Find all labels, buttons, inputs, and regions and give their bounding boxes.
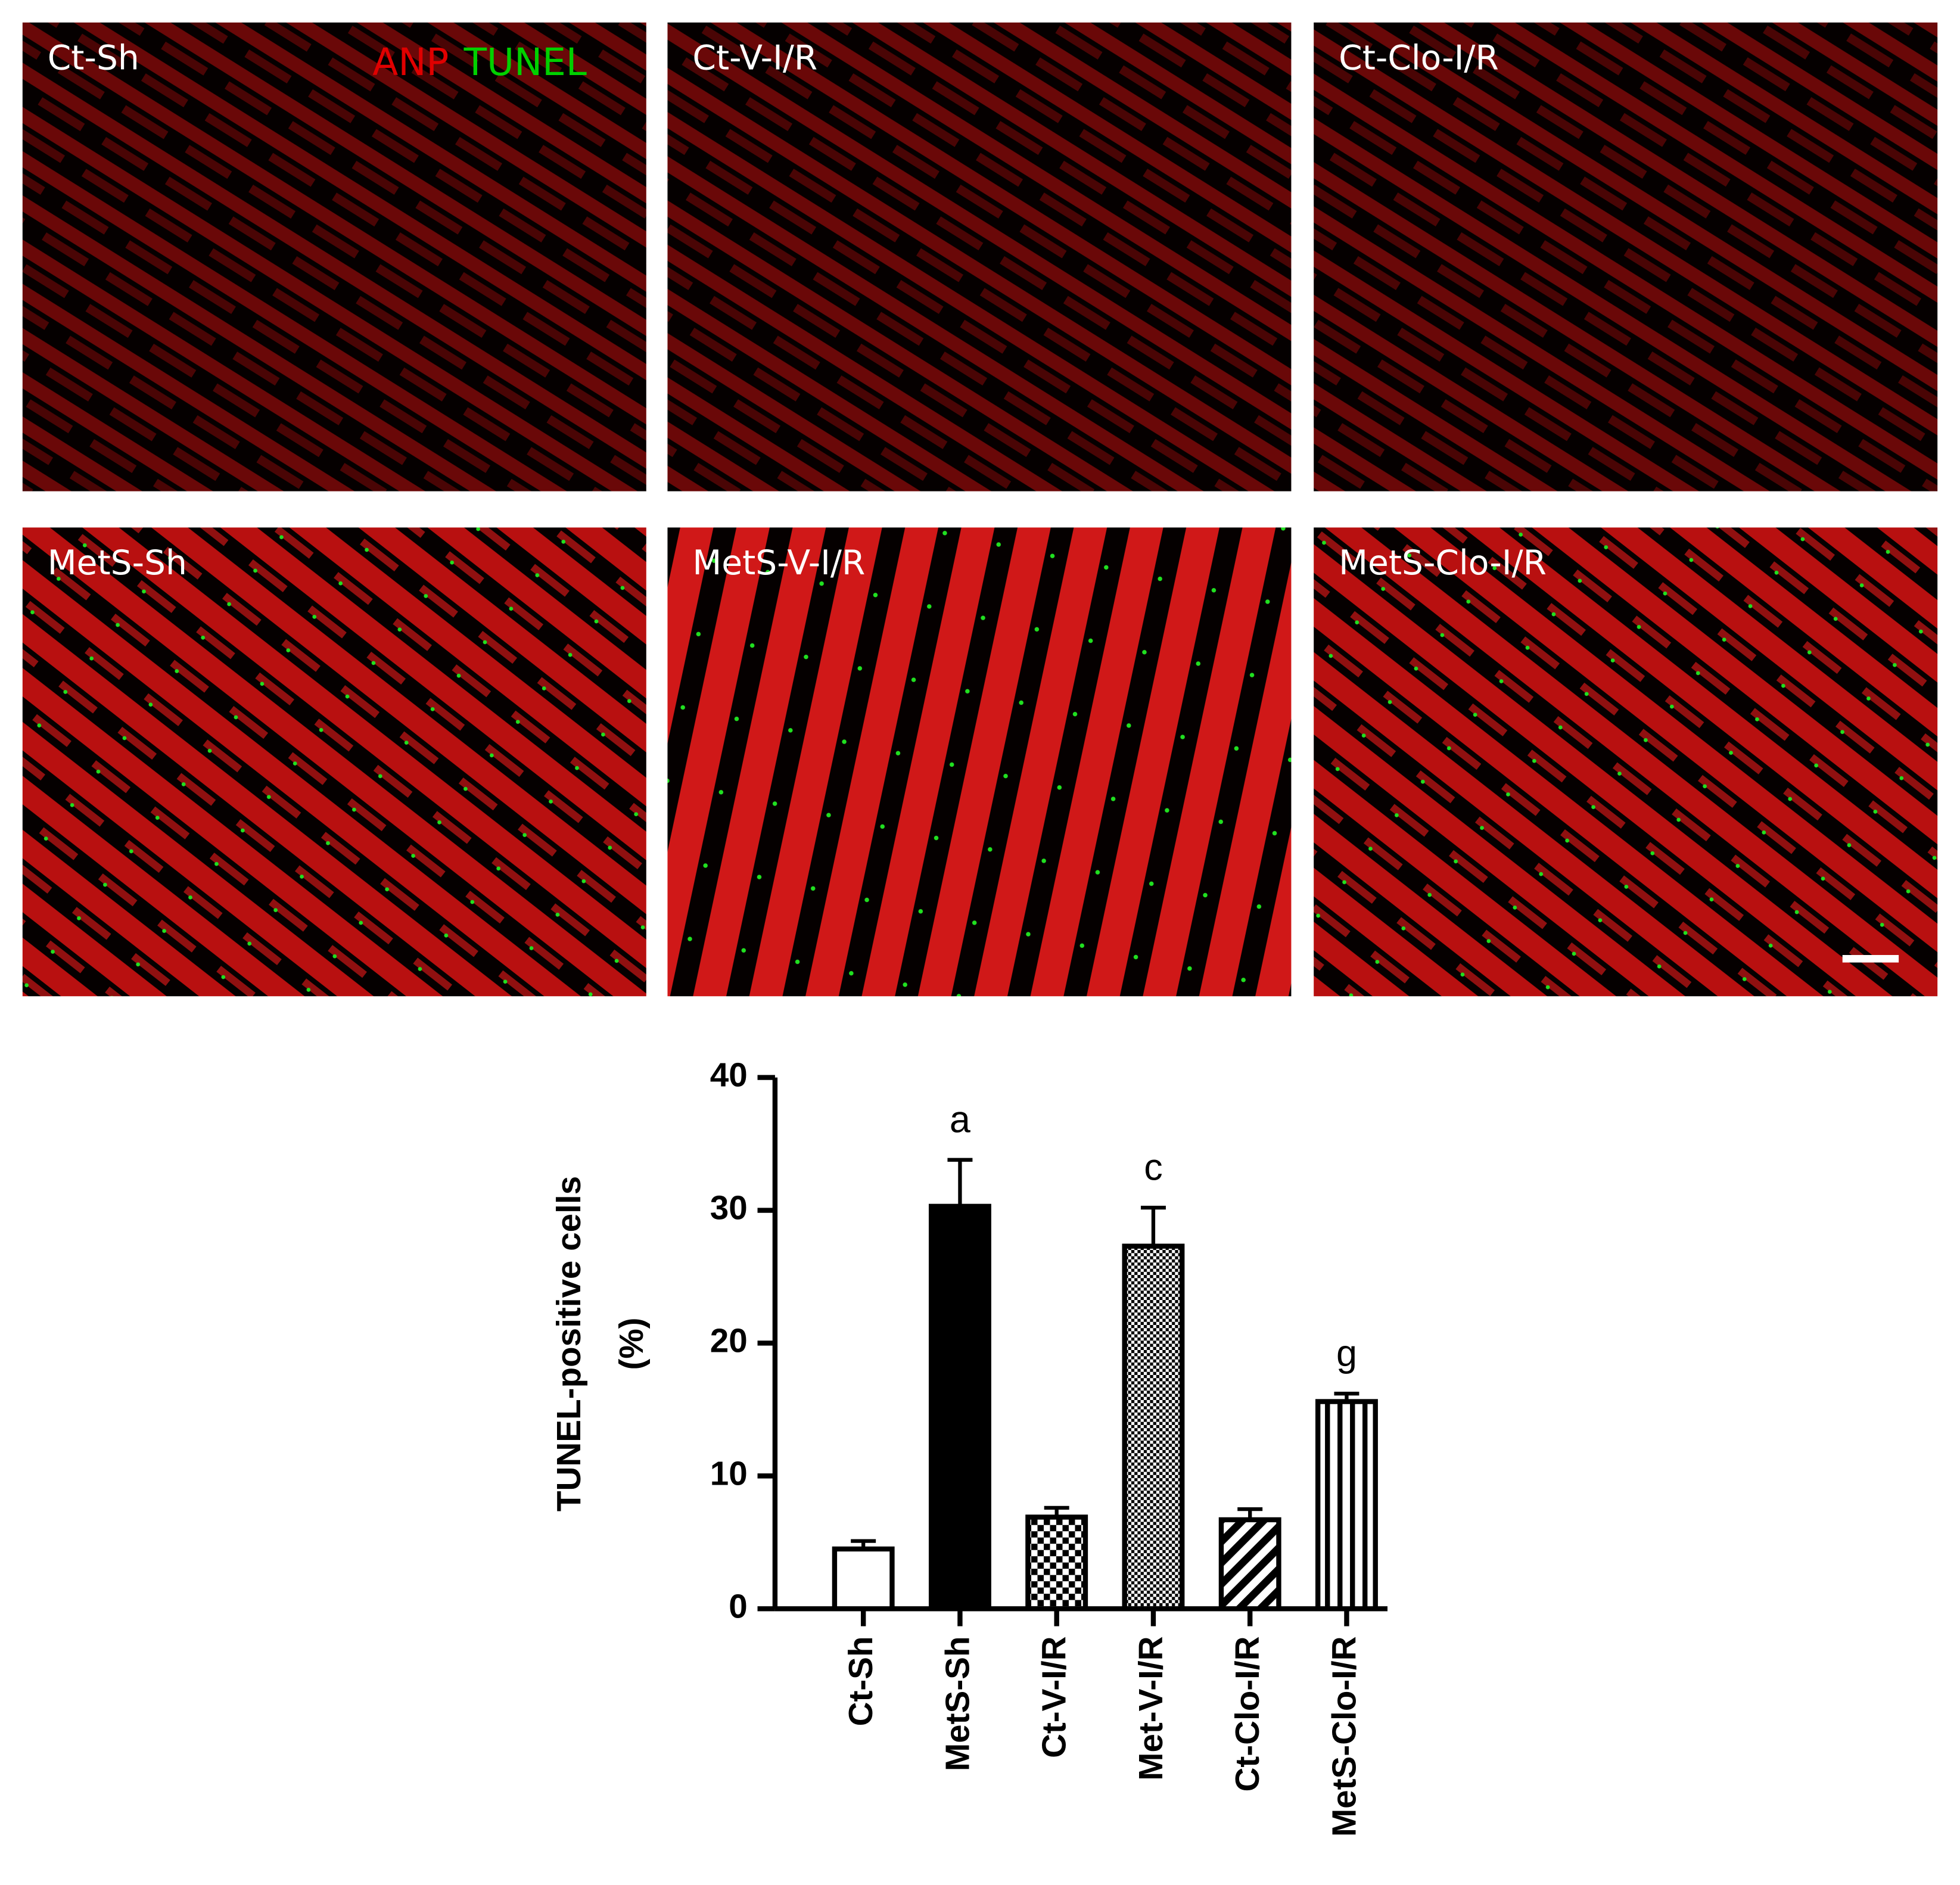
annotation: c: [1144, 1147, 1162, 1189]
panel-label: Ct-Sh: [48, 38, 139, 77]
micrograph: [1314, 527, 1938, 997]
x-tick-label: MetS-Sh: [939, 1636, 976, 1771]
micrograph: [667, 527, 1292, 997]
annotation: a: [950, 1099, 970, 1140]
x-tick-label: MetS-Clo-I/R: [1326, 1636, 1363, 1837]
micrograph: [667, 22, 1292, 492]
panel-label: MetS-Clo-I/R: [1339, 543, 1547, 583]
bar: [1315, 1399, 1378, 1612]
y-tick-label: 20: [710, 1322, 748, 1360]
bar: [1218, 1517, 1281, 1612]
y-tick-label: 30: [710, 1189, 748, 1227]
bar: [832, 1546, 895, 1612]
x-tick-label: Ct-Clo-I/R: [1229, 1636, 1267, 1791]
panel-label: Ct-V-I/R: [692, 38, 817, 77]
y-axis-label: TUNEL-positive cells: [550, 1176, 588, 1511]
micrograph: [22, 527, 646, 997]
y-axis-label: (%): [613, 1317, 651, 1370]
bar: [1122, 1243, 1185, 1612]
y-tick-label: 10: [710, 1455, 748, 1492]
x-tick-label: Ct-Sh: [842, 1636, 880, 1726]
stain-label: TUNEL: [463, 41, 587, 84]
scale-bar: [1842, 954, 1899, 963]
annotation: g: [1336, 1333, 1357, 1374]
panel-label: MetS-V-I/R: [692, 543, 865, 583]
micrograph: [1314, 22, 1938, 492]
y-tick-label: 0: [729, 1588, 748, 1625]
x-tick-label: Ct-V-I/R: [1036, 1636, 1074, 1758]
panel-label: MetS-Sh: [48, 543, 187, 583]
x-tick-label: Met-V-I/R: [1133, 1636, 1170, 1780]
panel-label: Ct-Clo-I/R: [1339, 38, 1499, 77]
stain-label: ANP: [372, 41, 449, 84]
y-tick-label: 40: [710, 1057, 748, 1094]
micrograph: [22, 22, 646, 492]
bar: [1025, 1514, 1088, 1612]
bar: [928, 1203, 991, 1612]
